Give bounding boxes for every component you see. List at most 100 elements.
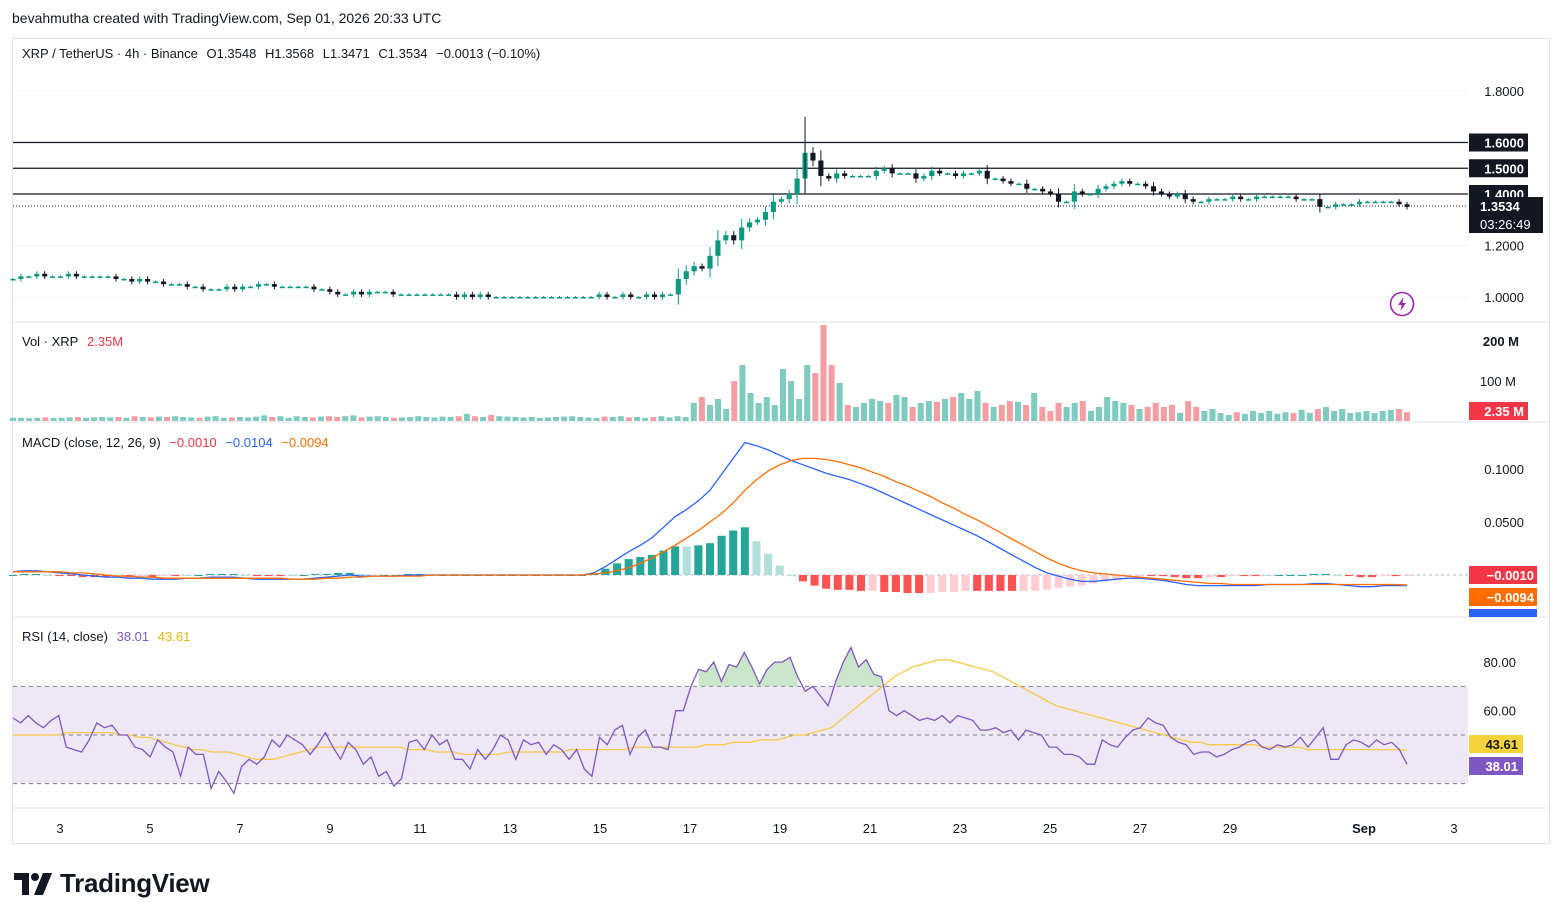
volume-bar [1128,405,1135,421]
volume-bar [18,417,25,421]
price-axis-label: 1.2000 [1484,239,1524,254]
rsi-ma-value: 43.61 [157,629,191,644]
volume-bar [1282,412,1289,421]
candle-body [81,276,87,278]
candle-body [1008,181,1014,184]
time-axis-label: 29 [1223,821,1237,836]
volume-bar [277,416,284,421]
candle-body [913,173,919,179]
candle-body [881,168,887,171]
price-level-label: 1.5000 [1484,161,1524,176]
volume-bar [723,409,730,421]
volume-bar [674,416,681,421]
macd-histogram-bar [856,575,866,591]
volume-bar [593,417,600,421]
candle-body [1143,183,1149,187]
candle-body [89,276,95,278]
macd-histogram-bar [798,575,807,582]
volume-bar [1185,401,1192,421]
volume-bar [1225,415,1232,421]
volume-bar [139,417,146,421]
volume-bar [528,417,535,421]
macd-histogram-bar [903,575,912,594]
macd-histogram-bar [171,575,180,577]
candle-body [1269,196,1275,199]
time-axis-label: 5 [146,821,153,836]
candle-body [1222,199,1228,201]
macd-histogram-bar [764,553,773,575]
volume-bar [1063,407,1070,421]
macd-histogram-bar [1182,575,1191,579]
macd-title[interactable]: MACD (close, 12, 26, 9) [22,435,161,450]
candle-body [26,276,32,278]
volume-bar [933,401,940,421]
macd-histogram-bar [241,575,250,576]
macd-histogram-bar [845,575,854,590]
candle-body [366,291,372,295]
volume-bar [245,417,252,421]
rsi-title[interactable]: RSI (14, close) [22,629,108,644]
candle-body [73,273,79,277]
time-axis-label: Sep [1352,821,1376,836]
candle-body [65,273,72,277]
candle-body [556,297,563,299]
volume-bar [1314,409,1321,421]
candle-body [929,170,935,176]
candle-body [50,276,56,278]
candle-body [1158,191,1165,194]
candle-body [34,273,40,277]
rsi-ma-label: 43.61 [1485,737,1518,752]
candle-body [493,297,499,299]
candle-body [477,294,483,297]
signal-line [13,457,1408,586]
volume-bar [1217,413,1224,421]
candle-body [1063,201,1069,204]
volume-title[interactable]: Vol · XRP [22,334,79,349]
volume-bar [755,403,762,421]
price-level-label: 1.6000 [1484,136,1524,151]
candle-body [865,175,871,178]
volume-bar [877,401,884,421]
candle-body [691,266,697,272]
volume-bar [1266,411,1273,421]
candle-body [889,168,895,174]
macd-histogram-bar [159,575,169,577]
time-axis-label: 21 [863,821,877,836]
macd-histogram-bar [67,575,76,577]
candle-body [1024,183,1030,189]
symbol-title[interactable]: XRP / TetherUS · 4h · Binance [22,46,198,61]
volume-bar [107,417,114,421]
volume-bar [747,393,754,421]
volume-bar [423,417,430,421]
rsi-line [12,645,1408,795]
candle-body [707,255,713,269]
macd-histogram-bar [1135,575,1144,577]
candle-body [216,289,222,291]
volume-bar [1403,412,1411,421]
volume-bar [463,413,470,421]
candle-body [469,294,475,297]
price-level-label-bg [1469,133,1528,152]
volume-bar [958,393,965,421]
candle-body [200,286,206,290]
candle-body [659,294,666,297]
lightning-icon[interactable] [1389,291,1415,317]
candle-body [1230,196,1236,200]
macd-histogram-bar [1031,575,1040,591]
volume-bar [552,417,560,421]
candle-body [976,170,982,174]
macd-histogram-bar [1217,575,1226,578]
volume-bar [1290,413,1297,421]
macd-histogram-bar [1391,575,1400,577]
candle-body [137,278,143,282]
macd-histogram-bar [659,550,668,575]
time-axis-label: 3 [56,821,63,836]
macd-histogram-bar [183,575,192,576]
candle-body [1341,204,1347,206]
candle-body [588,297,594,299]
macd-histogram-bar [1089,575,1098,584]
candle-body [319,289,325,291]
volume-bar [82,417,89,421]
macd-histogram-bar [949,575,958,592]
